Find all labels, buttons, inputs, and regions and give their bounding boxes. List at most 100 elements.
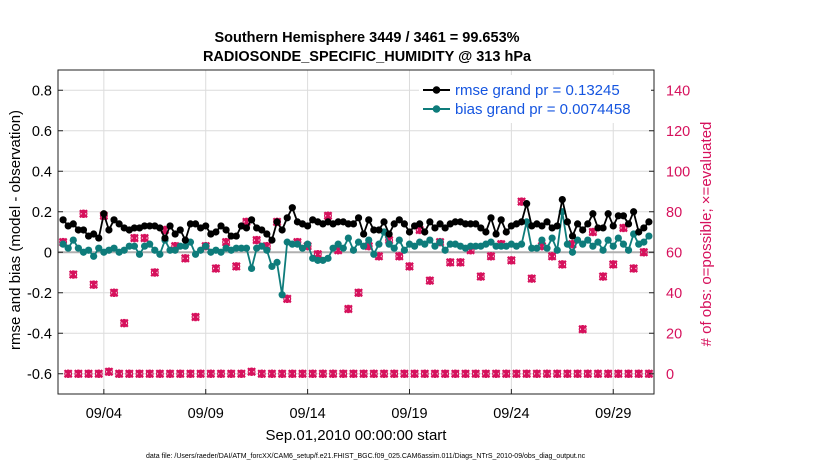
rmse-point	[624, 220, 633, 228]
rmse-point	[395, 216, 403, 224]
y-tick-label: 0.8	[32, 83, 52, 99]
bias-point	[517, 240, 526, 248]
x-tick-label: 09/09	[188, 406, 224, 422]
bias-point	[523, 218, 531, 226]
obs-evaluated-point	[552, 369, 562, 379]
rmse-point	[375, 226, 383, 234]
obs-evaluated-point	[450, 369, 460, 379]
bias-point	[624, 246, 633, 254]
rmse-point	[543, 218, 551, 226]
rmse-point	[492, 230, 500, 238]
rmse-point	[115, 220, 123, 228]
obs-evaluated-point	[140, 233, 149, 243]
obs-evaluated-point	[237, 369, 246, 379]
bias-point	[130, 242, 139, 250]
bias-point	[90, 252, 98, 260]
bias-point	[395, 236, 403, 244]
rmse-point	[146, 222, 154, 230]
bias-point	[563, 240, 572, 248]
obs-evaluated-point	[542, 369, 552, 379]
x-axis-label: Sep.01,2010 00:00:00 start	[266, 427, 448, 444]
obs-evaluated-point	[114, 369, 124, 379]
bias-point	[202, 242, 210, 250]
rmse-point	[156, 224, 164, 232]
chart-title: Southern Hemisphere 3449 / 3461 = 99.653…	[214, 30, 519, 46]
rmse-point	[110, 216, 118, 224]
legend-rmse-marker	[432, 86, 441, 94]
bias-point	[217, 248, 225, 256]
bias-point	[360, 242, 368, 250]
bias-point	[288, 240, 296, 248]
bias-point	[156, 250, 164, 258]
bias-point	[472, 242, 480, 250]
bias-point	[400, 246, 408, 254]
obs-evaluated-point	[119, 318, 129, 328]
bias-point	[431, 242, 439, 250]
rmse-point	[100, 210, 108, 218]
rmse-point	[354, 214, 363, 222]
obs-evaluated-point	[73, 369, 83, 379]
y-tick-label: 0	[44, 245, 52, 261]
rmse-point	[472, 220, 480, 228]
rmse-point	[584, 220, 592, 228]
rmse-point	[431, 224, 439, 232]
obs-evaluated-point	[563, 369, 572, 379]
rmse-point	[380, 218, 388, 226]
obs-evaluated-point	[89, 280, 99, 290]
obs-evaluated-point	[186, 369, 195, 379]
bias-point	[528, 244, 536, 252]
obs-evaluated-point	[394, 251, 404, 261]
rmse-point	[441, 224, 449, 232]
obs-evaluated-point	[420, 369, 430, 379]
x-tick-label: 09/14	[289, 406, 325, 422]
obs-evaluated-point	[257, 369, 267, 379]
rmse-point	[609, 222, 617, 230]
rmse-point	[191, 220, 200, 228]
rmse-point	[171, 230, 179, 238]
rmse-point	[232, 232, 240, 240]
obs-evaluated-point	[354, 288, 363, 298]
rmse-point	[538, 222, 546, 230]
rmse-point	[273, 218, 281, 226]
y2-tick-label: 120	[666, 124, 690, 140]
rmse-point	[400, 220, 408, 228]
obs-evaluated-point	[104, 367, 114, 377]
bias-point	[553, 246, 561, 254]
bias-point	[237, 244, 245, 252]
obs-evaluated-point	[547, 251, 557, 261]
obs-evaluated-point	[94, 369, 104, 379]
rmse-point	[130, 224, 139, 232]
bias-point	[441, 246, 449, 254]
rmse-point	[579, 226, 587, 234]
obs-evaluated-point	[506, 255, 516, 265]
obs-evaluated-point	[598, 272, 608, 281]
obs-evaluated-point	[328, 369, 338, 379]
obs-evaluated-point	[338, 369, 348, 379]
bias-point	[329, 244, 337, 252]
rmse-point	[568, 232, 577, 240]
rmse-point	[370, 226, 378, 234]
bias-point	[589, 242, 597, 250]
y2-tick-label: 100	[666, 164, 690, 180]
bias-point	[74, 244, 82, 252]
obs-evaluated-point	[471, 369, 481, 379]
bias-point	[370, 250, 378, 258]
obs-evaluated-point	[206, 369, 216, 379]
rmse-point	[461, 220, 470, 228]
rmse-point	[258, 226, 266, 234]
bias-point	[609, 242, 617, 250]
obs-evaluated-point	[445, 257, 455, 267]
obs-evaluated-point	[247, 367, 256, 377]
bias-point	[151, 246, 159, 254]
obs-evaluated-point	[527, 274, 537, 283]
bias-point	[247, 264, 256, 273]
bias-point	[487, 238, 495, 246]
bias-point	[548, 234, 556, 242]
y2-tick-label: 20	[666, 326, 682, 342]
bias-point	[293, 240, 302, 248]
obs-evaluated-point	[410, 369, 419, 379]
bias-point	[95, 244, 103, 252]
rmse-point	[186, 220, 195, 228]
bias-point	[538, 236, 546, 244]
bias-point	[314, 256, 322, 264]
